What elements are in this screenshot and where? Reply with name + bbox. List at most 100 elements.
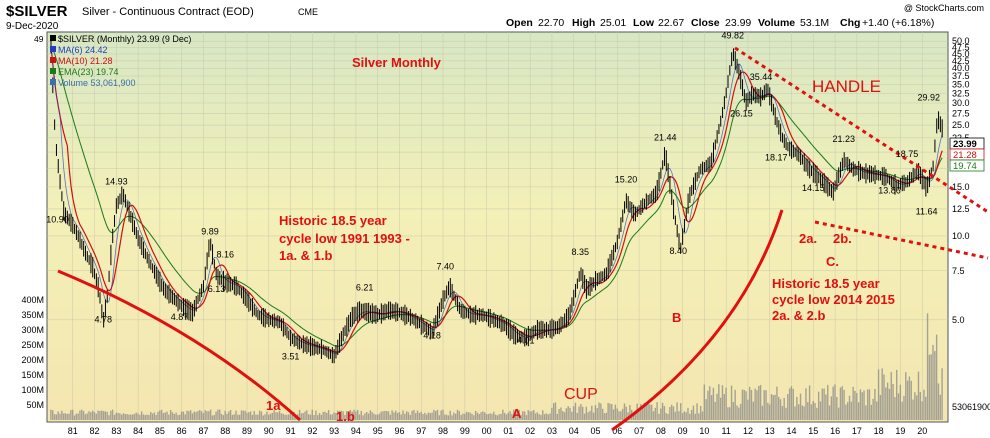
volume-bar bbox=[124, 413, 127, 420]
volume-bar bbox=[647, 403, 649, 420]
volume-bar bbox=[534, 413, 537, 420]
volume-bar bbox=[395, 410, 397, 420]
volume-bar bbox=[778, 396, 780, 420]
volume-bar bbox=[554, 402, 557, 420]
volume-bar bbox=[582, 406, 584, 420]
volume-bar bbox=[852, 386, 854, 420]
volume-bar bbox=[759, 385, 762, 420]
volume-bar bbox=[859, 389, 862, 420]
price-point-label: 4.18 bbox=[423, 331, 441, 341]
volume-bar bbox=[518, 410, 520, 420]
volume-bar bbox=[712, 387, 715, 420]
annotation-l2a: 2a. bbox=[799, 231, 817, 246]
volume-bar bbox=[763, 390, 765, 420]
volume-bar bbox=[493, 411, 495, 420]
volume-bars bbox=[50, 313, 943, 420]
volume-bar bbox=[496, 415, 499, 420]
volume-bar bbox=[674, 411, 676, 420]
volume-bar bbox=[302, 413, 304, 420]
volume-bar bbox=[70, 409, 72, 420]
chart-date: 9-Dec-2020 bbox=[6, 21, 59, 32]
volume-bar bbox=[213, 414, 215, 420]
volume-bar bbox=[93, 412, 96, 420]
volume-bar bbox=[148, 414, 150, 420]
price-tick-label: 25.0 bbox=[952, 120, 970, 130]
price-point-label: 4.78 bbox=[95, 314, 113, 324]
volume-bar bbox=[253, 411, 255, 420]
volume-bar bbox=[705, 399, 707, 420]
price-tick-label: 30.0 bbox=[952, 98, 970, 108]
year-tick-label: 82 bbox=[90, 426, 100, 436]
volume-bar bbox=[796, 396, 798, 420]
price-tick-label: 15.0 bbox=[952, 182, 970, 192]
volume-bar bbox=[901, 401, 903, 420]
volume-bar bbox=[614, 404, 617, 420]
volume-bar bbox=[335, 413, 337, 420]
volume-bar bbox=[779, 399, 782, 420]
volume-bar bbox=[242, 410, 244, 420]
price-point-label: 14.15 bbox=[802, 183, 825, 193]
volume-bar bbox=[910, 380, 912, 420]
legend-entry: Volume 53,061,900 bbox=[58, 78, 136, 88]
volume-bar bbox=[716, 393, 718, 420]
volume-bar bbox=[433, 409, 435, 420]
volume-bar bbox=[685, 412, 687, 420]
volume-bar bbox=[621, 408, 624, 420]
volume-bar bbox=[886, 382, 889, 420]
volume-bar bbox=[385, 411, 388, 420]
volume-bar bbox=[915, 395, 918, 420]
volume-bar bbox=[202, 413, 205, 420]
volume-tick-label: 300M bbox=[21, 325, 44, 335]
volume-bar bbox=[344, 414, 346, 420]
volume-bar bbox=[217, 409, 219, 420]
volume-bar bbox=[393, 412, 395, 420]
price-point-label: 3.51 bbox=[282, 352, 300, 362]
volume-bar bbox=[807, 402, 809, 420]
volume-bar bbox=[710, 395, 713, 420]
volume-bar bbox=[304, 411, 306, 420]
volume-last-label: 53061900 bbox=[952, 402, 990, 412]
annotation-historic-1991-l3: 1a. & 1.b bbox=[279, 248, 333, 263]
volume-bar bbox=[405, 411, 408, 420]
volume-bar bbox=[841, 386, 843, 420]
price-point-label: 29.92 bbox=[917, 92, 940, 102]
volume-bar bbox=[464, 413, 466, 420]
volume-bar bbox=[650, 404, 653, 420]
cycle-curve-1 bbox=[57, 269, 302, 422]
volume-bar bbox=[133, 413, 136, 420]
volume-bar bbox=[79, 410, 81, 420]
volume-bar bbox=[260, 411, 263, 420]
volume-bar bbox=[144, 415, 146, 420]
volume-tick-label: 50M bbox=[26, 400, 44, 410]
volume-bar bbox=[560, 407, 562, 420]
volume-bar bbox=[476, 412, 479, 420]
annotation-silver-monthly: Silver Monthly bbox=[352, 55, 442, 70]
price-point-label: 8.35 bbox=[572, 247, 590, 257]
price-point-label: 6.21 bbox=[356, 283, 374, 293]
volume-bar bbox=[917, 371, 920, 420]
volume-bar bbox=[402, 410, 404, 420]
volume-bar bbox=[389, 414, 392, 420]
volume-bar bbox=[926, 313, 929, 420]
volume-bar bbox=[611, 404, 613, 420]
annotation-historic-2014-l3: 2a. & 2.b bbox=[772, 308, 826, 323]
volume-bar bbox=[351, 411, 353, 420]
volume-bar bbox=[193, 411, 195, 420]
volume-bar bbox=[180, 411, 183, 420]
volume-bar bbox=[86, 413, 88, 420]
volume-bar bbox=[119, 413, 121, 420]
volume-bar bbox=[529, 411, 531, 420]
volume-bar bbox=[645, 403, 647, 420]
volume-bar bbox=[868, 389, 871, 420]
volume-bar bbox=[173, 414, 176, 420]
volume-bar bbox=[298, 409, 301, 420]
year-tick-label: 86 bbox=[177, 426, 187, 436]
volume-bar bbox=[908, 376, 911, 420]
volume-bar bbox=[672, 406, 675, 420]
year-tick-label: 99 bbox=[460, 426, 470, 436]
volume-bar bbox=[61, 410, 63, 420]
volume-bar bbox=[739, 403, 742, 420]
volume-bar bbox=[429, 413, 431, 420]
exchange-label: CME bbox=[298, 7, 318, 17]
